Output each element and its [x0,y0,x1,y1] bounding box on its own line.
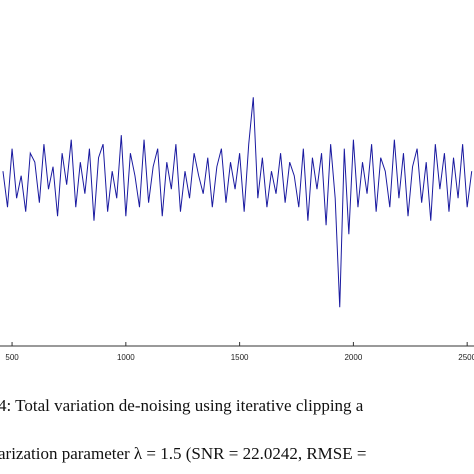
signal-line [2,97,473,308]
caption-line: 4: Total variation de-noising using iter… [0,396,364,415]
x-tick-label: 1500 [231,353,249,362]
x-tick-label: 2500 [458,353,474,362]
caption-line: arization parameter λ = 1.5 (SNR = 22.02… [0,444,366,463]
x-tick-label: 500 [5,353,19,362]
x-tick-label: 2000 [344,353,362,362]
x-tick-label: 1000 [117,353,135,362]
